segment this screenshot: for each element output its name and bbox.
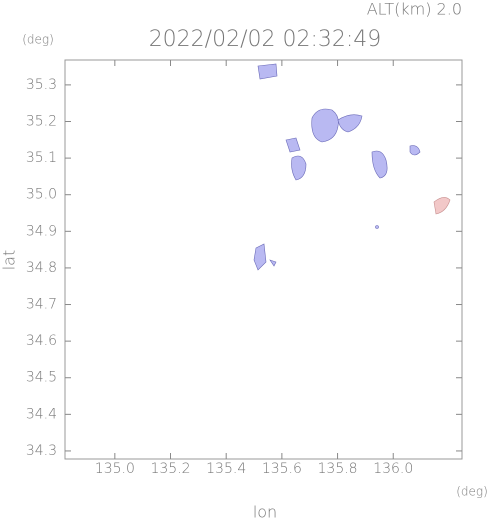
- x-tick-label: 135.6: [262, 461, 302, 477]
- x-axis-label: lon: [253, 503, 277, 521]
- altitude-label: ALT(km) 2.0: [367, 0, 462, 19]
- y-tick-label: 35.2: [26, 113, 57, 129]
- y-tick-label: 34.6: [26, 333, 57, 349]
- plot-frame: [64, 59, 463, 460]
- y-tick-label: 34.8: [26, 260, 57, 276]
- y-tick-label: 34.3: [26, 443, 57, 459]
- x-tick-label: 135.4: [206, 461, 246, 477]
- x-unit: (deg): [456, 485, 488, 499]
- radar-echoes: [253, 63, 451, 271]
- y-tick-label: 35.3: [26, 77, 57, 93]
- y-axis-label: lat: [0, 250, 19, 271]
- y-tick-label: 34.9: [26, 223, 57, 239]
- y-tick-label: 34.4: [26, 406, 57, 422]
- y-tick-label: 35.1: [26, 150, 57, 166]
- x-tick-label: 136.0: [373, 461, 413, 477]
- y-unit: (deg): [22, 33, 54, 47]
- x-tick-label: 135.0: [95, 461, 135, 477]
- y-tick-label: 34.5: [26, 370, 57, 386]
- x-tick-label: 135.2: [150, 461, 190, 477]
- y-tick-label: 34.7: [26, 297, 57, 313]
- x-tick-label: 135.8: [318, 461, 358, 477]
- chart-title: 2022/02/02 02:32:49: [149, 27, 382, 52]
- y-tick-label: 35.0: [26, 187, 57, 203]
